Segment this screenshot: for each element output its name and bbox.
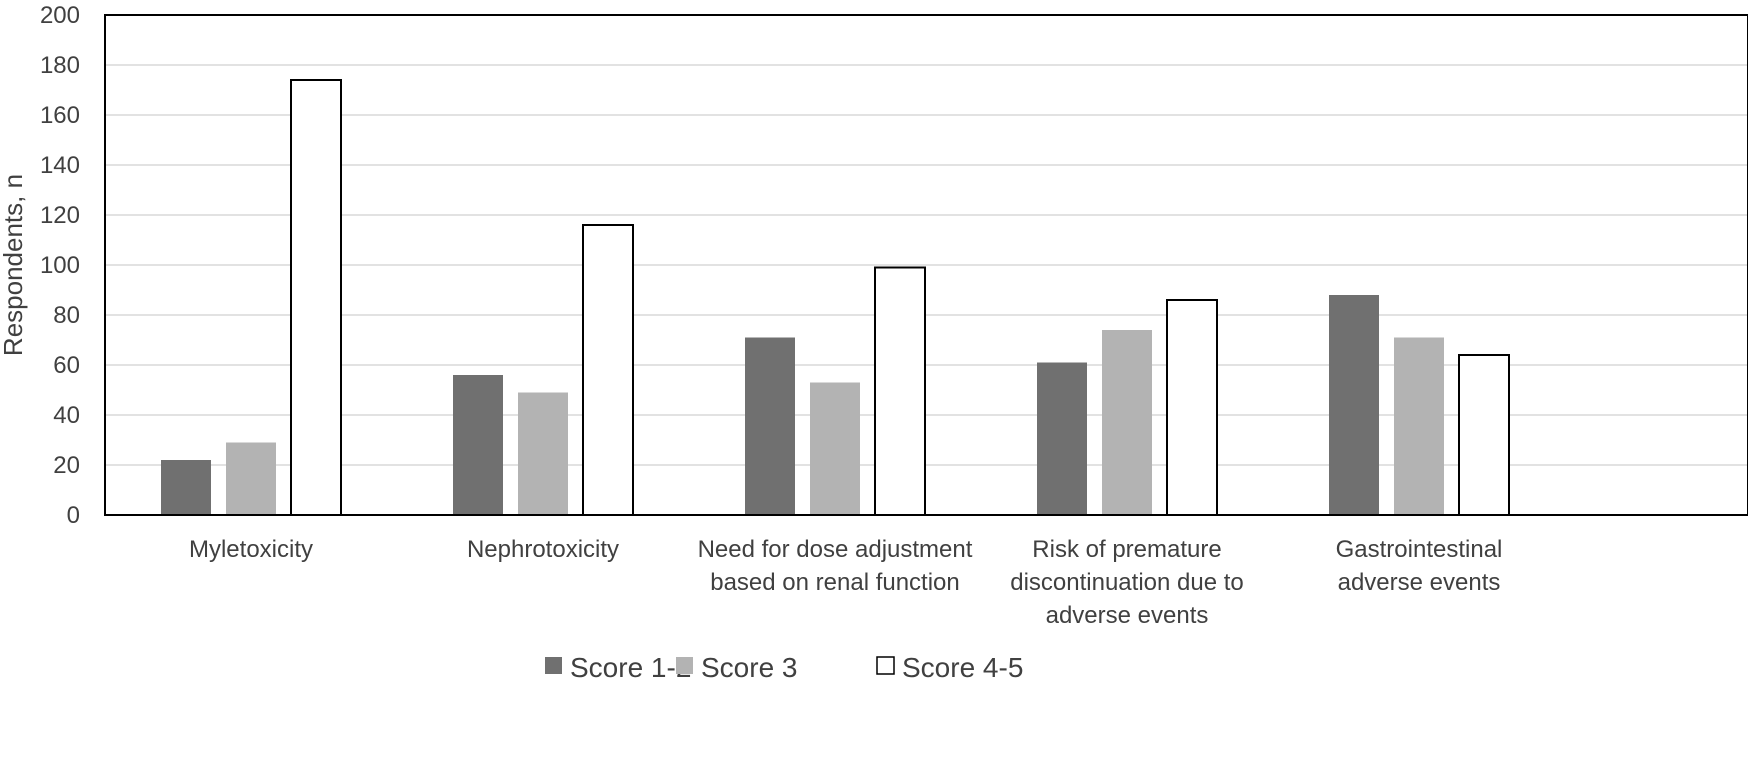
bar-score-3-2 [810,382,860,515]
y-tick-label: 0 [67,502,80,529]
bar-score-1-2-1 [453,375,503,515]
legend-swatch [876,656,895,675]
y-tick-label: 200 [40,2,80,29]
x-tick-label: Gastrointestinal adverse events [1336,536,1503,596]
bars [161,79,1510,516]
legend-label: Score 4-5 [902,652,1023,683]
y-tick-label: 20 [53,452,80,479]
x-tick-label: Myletoxicity [189,536,313,563]
x-tick-label: Risk of premature discontinuation due to a… [1010,536,1244,629]
x-tick-label: Nephrotoxicity [467,536,619,563]
y-tick-label: 140 [40,152,80,179]
x-axis-labels: Myletoxicity Nephrotoxicity Need for dose … [189,536,1502,629]
plot-frame [104,14,1748,516]
bar-score-4-5-4 [1458,354,1510,516]
legend-label: Score 1-2 [570,652,691,683]
bar-score-3-0 [226,442,276,515]
y-axis-ticks: 0 20 40 60 80 100 120 140 160 180 200 [40,2,80,529]
y-tick-label: 80 [53,302,80,329]
bar-score-1-2-0 [161,460,211,515]
y-tick-label: 100 [40,252,80,279]
y-axis-title: Respondents, n [0,174,28,356]
legend-swatch [545,657,562,674]
legend: Score 1-2 Score 3 Score 4-5 [545,652,1023,683]
bar-score-3-4 [1394,337,1444,515]
y-tick-label: 60 [53,352,80,379]
bar-score-1-2-3 [1037,362,1087,515]
bar-score-4-5-3 [1166,299,1218,516]
bar-score-4-5-1 [582,224,634,516]
x-tick-label: Need for dose adjustment based on renal f… [698,536,973,596]
y-tick-label: 160 [40,102,80,129]
legend-swatch [676,657,693,674]
y-tick-label: 120 [40,202,80,229]
y-tick-label: 40 [53,402,80,429]
legend-label: Score 3 [701,652,798,683]
bar-score-1-2-4 [1329,295,1379,515]
bar-score-3-1 [518,392,568,515]
bar-score-1-2-2 [745,337,795,515]
bar-score-4-5-0 [290,79,342,516]
bar-score-3-3 [1102,330,1152,515]
y-tick-label: 180 [40,52,80,79]
bar-score-4-5-2 [874,266,926,516]
grid-lines [105,64,1748,466]
